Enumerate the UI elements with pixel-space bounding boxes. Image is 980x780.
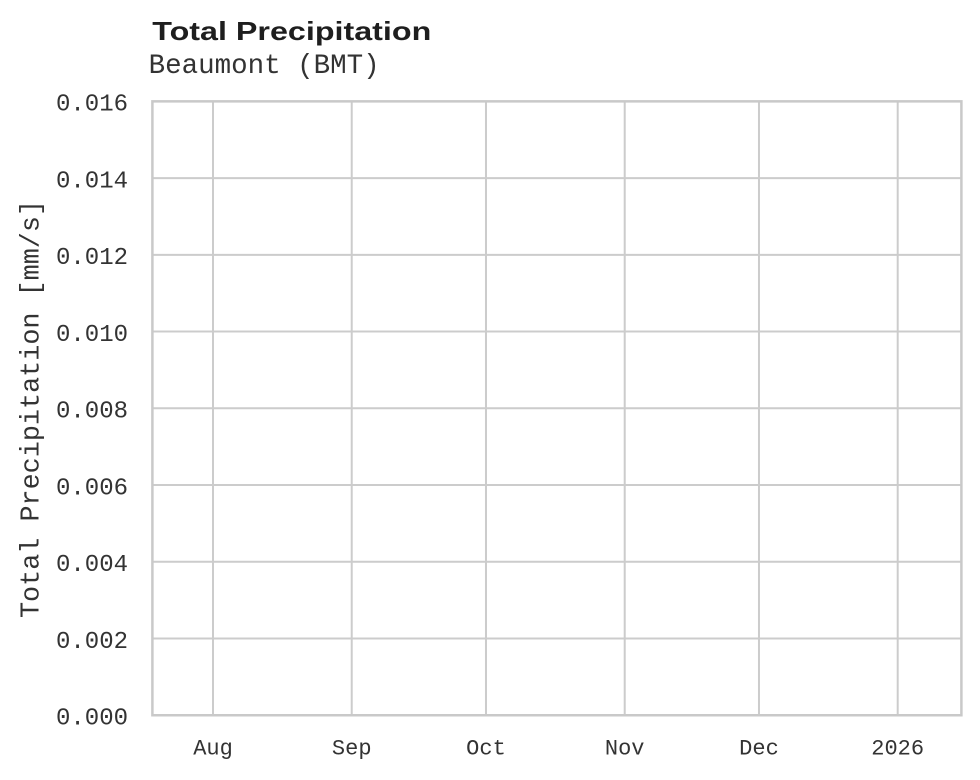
svg-text:0.004: 0.004	[56, 552, 128, 579]
svg-text:0.014: 0.014	[56, 168, 128, 195]
svg-text:0.000: 0.000	[56, 706, 128, 733]
svg-text:Sep: Sep	[332, 737, 372, 762]
svg-text:Total Precipitation [mm/s]: Total Precipitation [mm/s]	[18, 200, 48, 618]
svg-text:0.008: 0.008	[56, 399, 128, 426]
svg-text:2026: 2026	[871, 737, 924, 762]
svg-text:Beaumont (BMT): Beaumont (BMT)	[149, 51, 380, 82]
svg-text:Aug: Aug	[193, 737, 233, 762]
svg-text:Oct: Oct	[466, 737, 506, 762]
svg-text:0.010: 0.010	[56, 322, 128, 349]
svg-text:0.012: 0.012	[56, 245, 128, 272]
svg-text:0.006: 0.006	[56, 475, 128, 502]
svg-text:0.016: 0.016	[56, 92, 128, 119]
svg-text:Dec: Dec	[739, 737, 779, 762]
svg-text:Nov: Nov	[605, 737, 645, 762]
svg-text:0.002: 0.002	[56, 629, 128, 656]
svg-text:Total Precipitation: Total Precipitation	[152, 16, 431, 46]
